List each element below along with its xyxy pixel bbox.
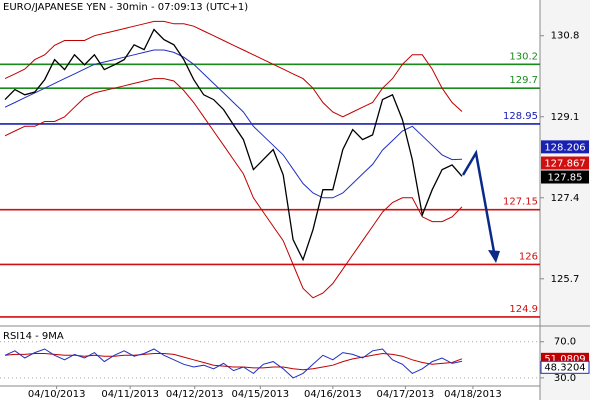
- price-tag: [541, 170, 589, 184]
- arrow-head: [488, 250, 500, 263]
- price-tag-label: 127.85: [548, 173, 583, 184]
- y-tick-label: 130.8: [551, 31, 580, 42]
- value-tag: [540, 360, 590, 374]
- axis-panel: [540, 0, 590, 400]
- level-label: 130.2: [509, 51, 538, 62]
- price-tag: [541, 156, 589, 170]
- level-label: 129.7: [509, 75, 538, 86]
- plot: 130.8 129.1 127.4 125.7 130.2 129.7 128.95 127.…: [0, 20, 590, 400]
- x-tick-label: 04/16/2013: [304, 389, 362, 400]
- x-tick-label: 04/15/2013: [231, 389, 289, 400]
- series-line: [4, 28, 463, 262]
- x-tick-label: 04/12/2013: [166, 389, 224, 400]
- value-label: 51.0809: [544, 354, 585, 365]
- price-tag-label: 127.867: [544, 159, 585, 170]
- series-line: [4, 348, 463, 379]
- series-line: [4, 78, 463, 299]
- level-label: 127.15: [503, 197, 538, 208]
- x-tick-label: 04/10/2013: [28, 389, 86, 400]
- y-tick-label: 127.4: [551, 193, 580, 204]
- x-tick-label: 04/11/2013: [101, 389, 159, 400]
- y-tick-label: 125.7: [551, 274, 580, 285]
- level-label: 128.95: [503, 111, 538, 122]
- level-label: 124.9: [509, 304, 538, 315]
- trend-arrow: [461, 149, 496, 253]
- y-tick-label: 70.0: [554, 337, 576, 348]
- rsi-title: RSI14 - 9MA: [3, 331, 64, 342]
- price-tag-label: 128.206: [544, 142, 585, 153]
- series-line: [4, 49, 463, 199]
- price-tag: [541, 140, 589, 154]
- series-line: [4, 20, 463, 118]
- series-line: [4, 352, 463, 371]
- x-tick-label: 04/18/2013: [444, 389, 502, 400]
- chart-title: EURO/JAPANESE YEN - 30min - 07:09:13 (UT…: [3, 2, 248, 13]
- y-tick-label: 30.0: [554, 373, 576, 384]
- x-tick-label: 04/17/2013: [377, 389, 435, 400]
- value-label: 48.3204: [544, 362, 585, 373]
- level-label: 126: [519, 251, 538, 262]
- y-tick-label: 129.1: [551, 112, 580, 123]
